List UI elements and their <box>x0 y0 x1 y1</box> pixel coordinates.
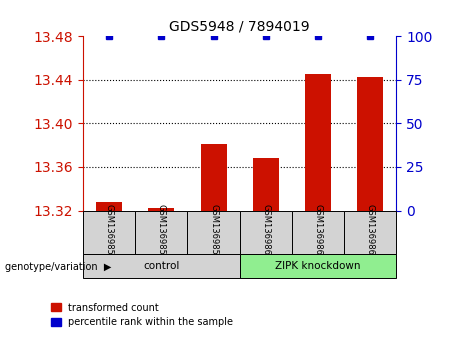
Bar <box>305 74 331 211</box>
FancyBboxPatch shape <box>344 211 396 254</box>
Title: GDS5948 / 7894019: GDS5948 / 7894019 <box>169 20 310 34</box>
Bar <box>357 77 384 211</box>
Text: GSM1369856: GSM1369856 <box>105 204 113 260</box>
Text: GSM1369864: GSM1369864 <box>366 204 375 260</box>
Bar <box>201 144 227 211</box>
Legend: transformed count, percentile rank within the sample: transformed count, percentile rank withi… <box>51 302 233 327</box>
Text: GSM1369857: GSM1369857 <box>157 204 166 260</box>
FancyBboxPatch shape <box>240 211 292 254</box>
FancyBboxPatch shape <box>135 211 188 254</box>
Text: GSM1369862: GSM1369862 <box>261 204 270 260</box>
Text: control: control <box>143 261 179 271</box>
Bar <box>148 208 174 211</box>
Bar <box>96 202 122 211</box>
FancyBboxPatch shape <box>83 254 240 278</box>
Text: GSM1369858: GSM1369858 <box>209 204 218 260</box>
FancyBboxPatch shape <box>83 211 135 254</box>
Text: ZIPK knockdown: ZIPK knockdown <box>275 261 361 271</box>
Bar <box>253 158 279 211</box>
Text: genotype/variation  ▶: genotype/variation ▶ <box>5 262 111 272</box>
FancyBboxPatch shape <box>240 254 396 278</box>
Text: GSM1369863: GSM1369863 <box>313 204 323 261</box>
FancyBboxPatch shape <box>188 211 240 254</box>
FancyBboxPatch shape <box>292 211 344 254</box>
